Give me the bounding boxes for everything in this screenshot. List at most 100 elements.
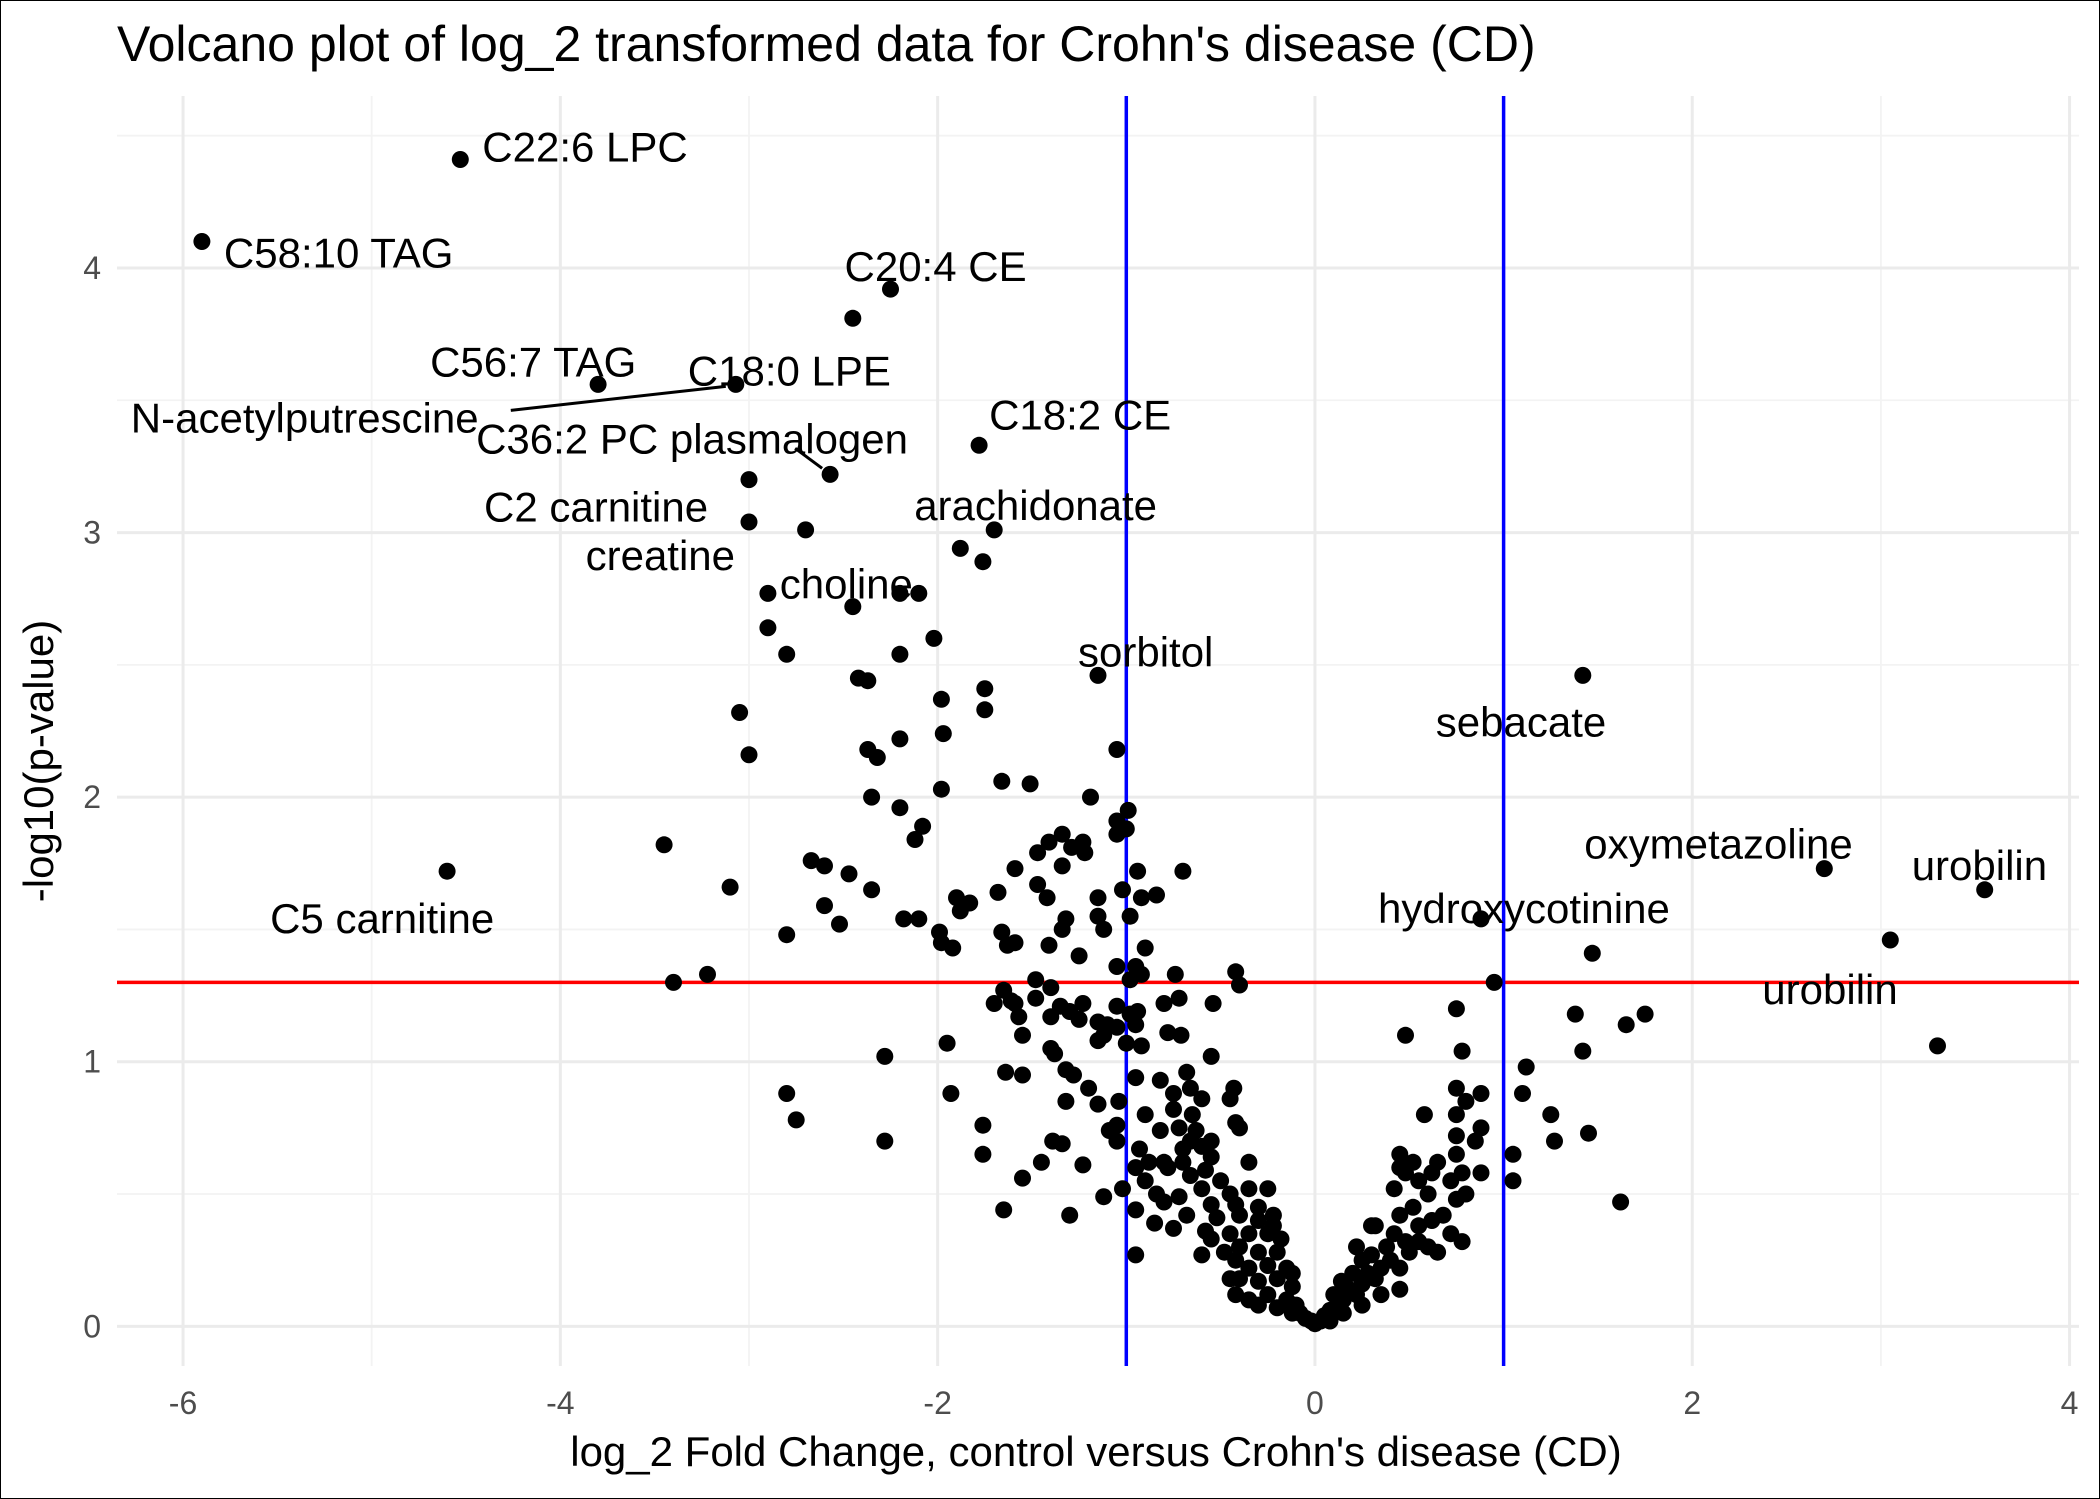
point-label: C2 carnitine (484, 484, 708, 531)
data-point (1014, 1066, 1031, 1084)
data-point (759, 619, 777, 637)
data-point (976, 701, 994, 719)
data-point (859, 672, 877, 690)
point-label: sebacate (1436, 698, 1606, 745)
data-point (1108, 1018, 1126, 1036)
data-point (876, 1132, 894, 1150)
data-point (1127, 1159, 1145, 1177)
label-leader-line (510, 384, 726, 412)
data-point (816, 897, 833, 915)
data-point (1089, 1032, 1107, 1050)
data-point (1321, 1312, 1339, 1330)
data-point (1272, 1230, 1290, 1248)
data-point (1027, 989, 1045, 1007)
data-point (876, 1047, 894, 1065)
data-point (989, 883, 1007, 901)
data-point (1202, 1047, 1220, 1065)
data-point (1447, 1079, 1465, 1097)
data-point (1170, 1188, 1188, 1206)
data-point (1976, 881, 1994, 899)
data-point (1612, 1193, 1630, 1211)
data-point (1397, 1164, 1414, 1182)
data-point (1434, 1206, 1452, 1224)
data-point (1472, 1119, 1490, 1137)
data-point (778, 645, 796, 663)
data-point (1249, 1296, 1267, 1314)
y-tick-label: 4 (83, 250, 101, 286)
data-point (1089, 666, 1107, 684)
data-point (1397, 1026, 1414, 1044)
data-point (1283, 1264, 1301, 1282)
data-point (1453, 1233, 1471, 1251)
x-tick-label: -6 (169, 1385, 197, 1421)
data-point (974, 1116, 992, 1134)
data-point (1146, 1214, 1164, 1232)
data-point (1057, 1092, 1075, 1110)
data-point (1014, 1026, 1031, 1044)
data-point (944, 939, 962, 957)
data-point (1021, 775, 1039, 793)
data-point (1040, 936, 1058, 954)
point-label: C56:7 TAG (430, 338, 636, 385)
data-point (1221, 1270, 1239, 1288)
data-point (1029, 876, 1047, 893)
data-point (840, 865, 858, 883)
data-point (665, 973, 682, 991)
data-point (948, 889, 965, 907)
data-point (1074, 995, 1092, 1012)
data-point (1391, 1145, 1409, 1163)
data-point (1117, 820, 1135, 838)
data-point (1053, 920, 1071, 938)
point-label: C20:4 CE (845, 243, 1027, 290)
data-point (1378, 1238, 1396, 1256)
data-point (1353, 1296, 1371, 1314)
data-point (1155, 995, 1173, 1012)
data-point (1172, 1026, 1190, 1044)
x-tick-label: 0 (1306, 1385, 1324, 1421)
data-point (1215, 1243, 1233, 1261)
y-axis-title: -log10(p-value) (15, 620, 62, 902)
y-tick-label: 3 (83, 515, 101, 551)
data-point (1268, 1270, 1286, 1288)
data-point (1193, 1246, 1211, 1264)
x-tick-label: -4 (546, 1385, 574, 1421)
data-point (451, 151, 469, 168)
data-point (1574, 666, 1592, 684)
data-point (1231, 1238, 1248, 1256)
data-point (1159, 1024, 1177, 1042)
data-point (727, 375, 745, 393)
data-point (1202, 1196, 1220, 1214)
data-point (844, 598, 862, 616)
data-point (1249, 1243, 1267, 1261)
data-point (1208, 1209, 1226, 1227)
data-point (589, 375, 607, 393)
data-point (993, 923, 1011, 941)
point-label: sorbitol (1078, 628, 1213, 675)
y-axis-ticks: 0 1 2 3 4 (83, 250, 101, 1344)
data-point (985, 995, 1003, 1012)
data-point (1363, 1217, 1380, 1235)
data-point (997, 1063, 1015, 1081)
data-point (1457, 1092, 1475, 1110)
data-point (925, 629, 943, 647)
data-point (1447, 1106, 1465, 1124)
data-point (868, 749, 886, 766)
data-point (1174, 1153, 1192, 1171)
data-point (1466, 1132, 1484, 1150)
data-point (932, 690, 950, 708)
data-point (1121, 971, 1139, 989)
data-point (1108, 741, 1126, 758)
data-point (1363, 1246, 1380, 1264)
data-point (1391, 1280, 1409, 1298)
data-point (1082, 788, 1099, 806)
data-point (1014, 1169, 1031, 1187)
data-point (759, 584, 777, 602)
data-point (1881, 931, 1899, 949)
data-point (1148, 886, 1165, 904)
data-point (1170, 1119, 1188, 1137)
data-point (740, 471, 758, 489)
label-leader-line (794, 447, 824, 470)
data-point (1517, 1058, 1535, 1076)
data-point (1183, 1106, 1201, 1124)
